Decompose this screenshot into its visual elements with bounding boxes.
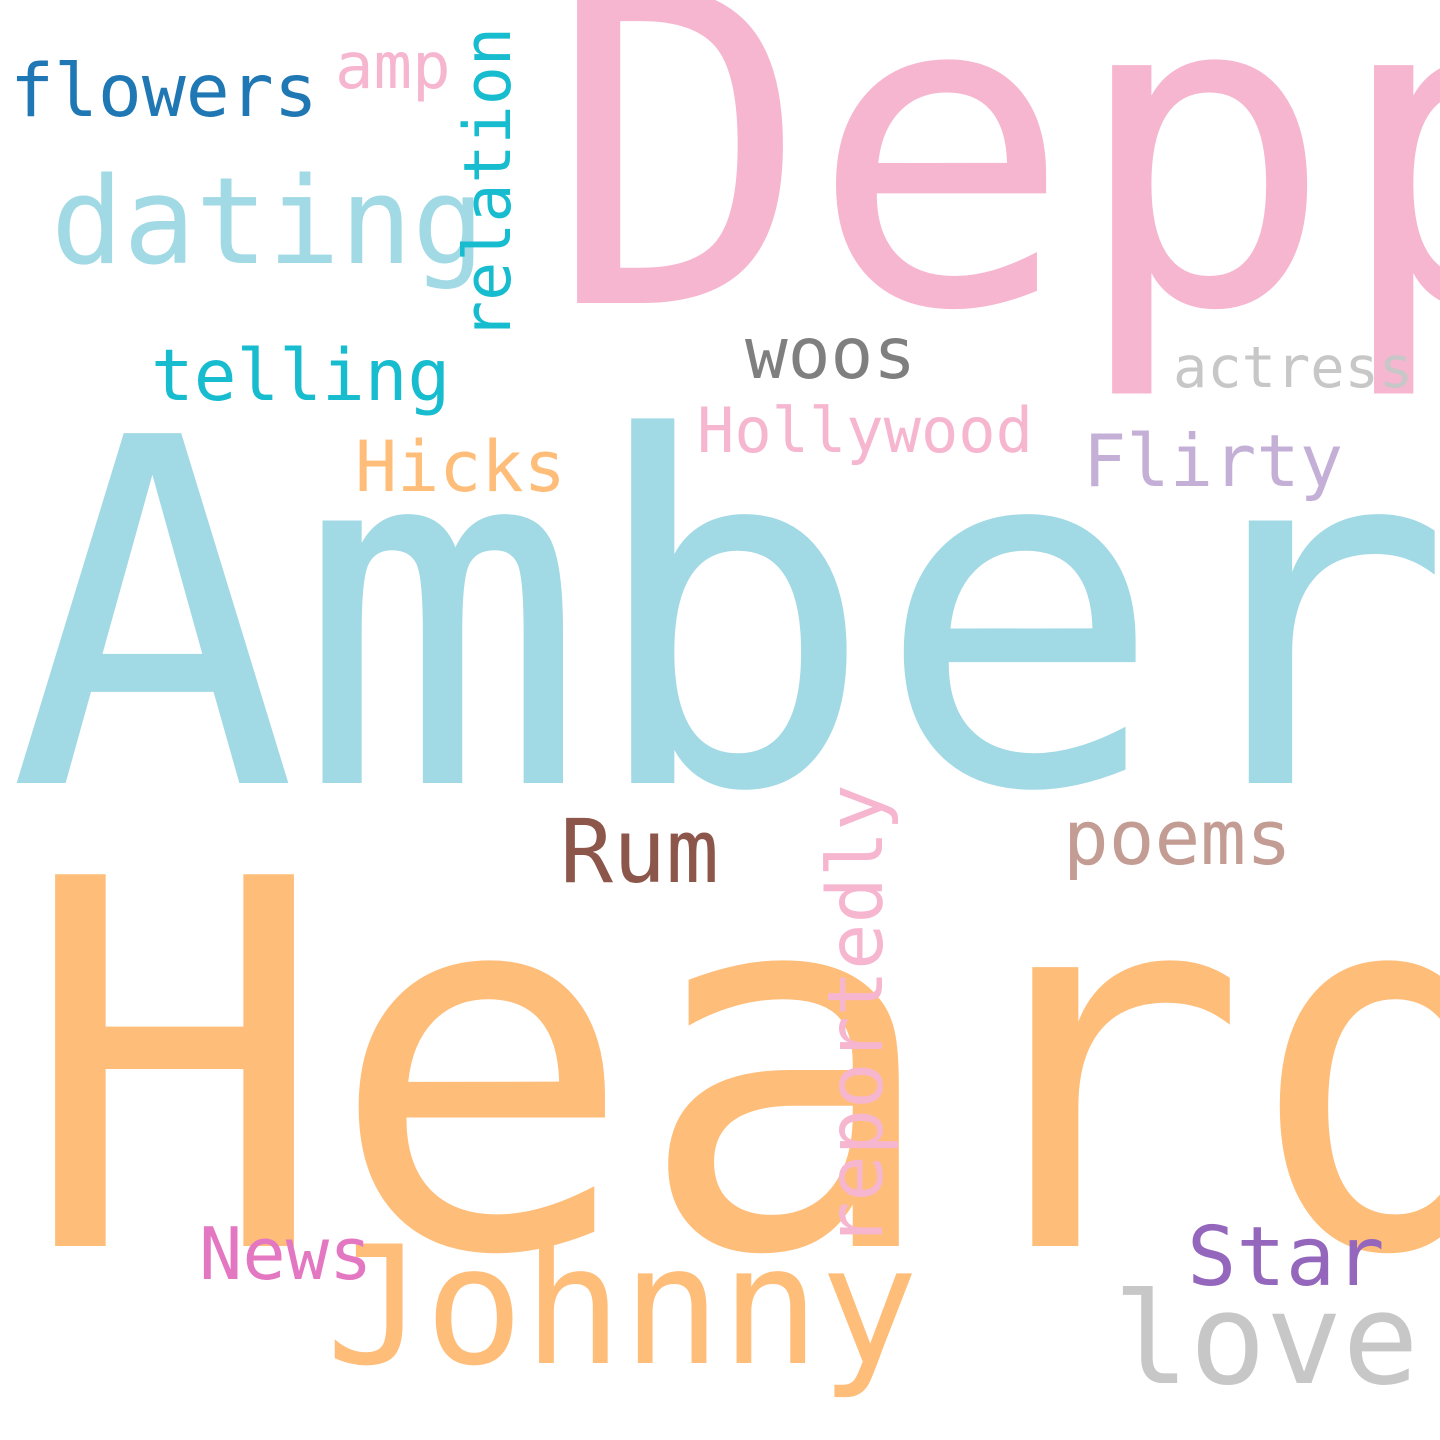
word-amber: Amber: [8, 338, 1440, 897]
word-love: love: [1113, 1265, 1419, 1413]
word-dating: dating: [51, 153, 485, 292]
word-hicks: Hicks: [355, 426, 566, 508]
word-rum: Rum: [560, 800, 719, 903]
word-telling: telling: [151, 334, 451, 417]
word-reportedly: reportedly: [812, 784, 901, 1248]
word-poems: poems: [1063, 793, 1292, 882]
word-woos: woos: [745, 312, 916, 395]
word-flowers: flowers: [10, 49, 318, 134]
word-news: News: [199, 1212, 373, 1296]
word-johnny: Johnny: [326, 1211, 919, 1402]
word-star: Star: [1187, 1210, 1385, 1305]
word-hollywood: Hollywood: [697, 394, 1033, 467]
word-depp: Depp: [548, 0, 1440, 406]
word-heard: Heard: [21, 774, 1440, 1367]
word-relation: relation: [451, 26, 526, 340]
word-actress: actress: [1173, 335, 1414, 401]
word-flirty: Flirty: [1083, 419, 1344, 503]
word-amp: amp: [335, 30, 451, 104]
